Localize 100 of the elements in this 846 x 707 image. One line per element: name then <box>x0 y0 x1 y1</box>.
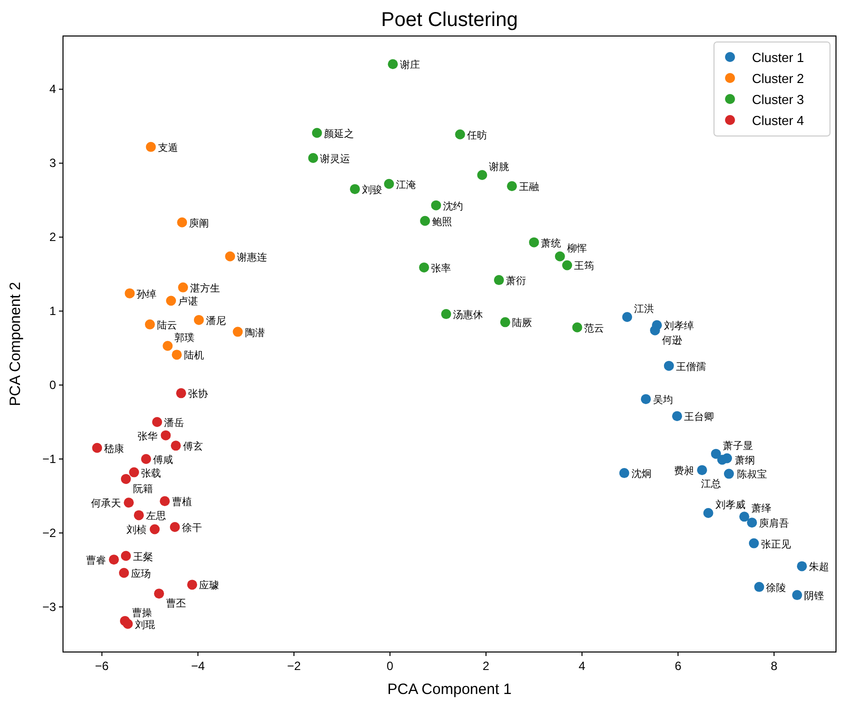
point <box>141 454 152 464</box>
point <box>187 580 198 590</box>
annotation: 刘孝绰 <box>664 320 694 332</box>
annotation: 阴铿 <box>804 591 824 602</box>
annotation: 郭璞 <box>174 332 195 344</box>
annotation: 萧衍 <box>506 275 526 288</box>
annotation: 吴均 <box>652 394 673 406</box>
x-tick-label: 0 <box>386 659 394 673</box>
annotation: 应玚 <box>130 568 151 580</box>
annotation: 刘桢 <box>126 524 147 536</box>
annotation: 潘岳 <box>164 417 184 430</box>
x-tick-label: 8 <box>770 659 778 673</box>
x-tick-label: 6 <box>674 659 682 673</box>
annotation: 庾阐 <box>189 217 210 230</box>
annotation: 王粲 <box>132 550 153 563</box>
legend-label: Cluster 4 <box>752 113 804 128</box>
point <box>170 440 181 451</box>
annotation: 阮籍 <box>132 482 153 495</box>
point <box>619 468 630 478</box>
point <box>120 474 131 484</box>
annotation: 陶潜 <box>244 326 265 339</box>
y-tick-label: 0 <box>49 378 56 392</box>
point <box>748 538 759 548</box>
legend-label: Cluster 3 <box>752 92 804 107</box>
x-tick-label: 4 <box>578 659 586 673</box>
point <box>160 430 171 440</box>
point <box>572 322 582 332</box>
annotation: 陆机 <box>184 350 204 362</box>
point <box>697 465 708 476</box>
point <box>225 251 236 262</box>
annotation: 谢庄 <box>400 59 420 72</box>
point <box>792 590 802 600</box>
point <box>124 288 135 298</box>
annotation: 沈约 <box>443 200 464 212</box>
annotation: 傅玄 <box>182 440 203 453</box>
y-tick-label: 4 <box>49 82 56 96</box>
annotation: 费昶 <box>674 465 694 478</box>
point <box>703 508 714 518</box>
point <box>500 317 510 328</box>
annotation: 王僧孺 <box>676 360 706 373</box>
point <box>178 282 188 292</box>
point <box>160 496 170 506</box>
annotation: 孙绰 <box>136 288 157 300</box>
point <box>562 260 572 270</box>
point <box>129 467 140 478</box>
point <box>672 411 682 422</box>
point <box>506 181 517 192</box>
annotation: 庾肩吾 <box>758 518 789 530</box>
point <box>796 561 807 572</box>
annotation: 谢惠连 <box>237 251 268 264</box>
y-tick-label: −1 <box>42 452 56 466</box>
x-axis-title: PCA Component 1 <box>387 681 512 698</box>
legend-label: Cluster 2 <box>752 71 804 86</box>
point <box>166 296 176 306</box>
annotation: 傅咸 <box>153 454 174 466</box>
point <box>172 350 182 360</box>
annotation: 谢灵运 <box>320 153 350 166</box>
annotation: 江洪 <box>634 303 654 316</box>
y-tick-label: 2 <box>49 230 56 244</box>
annotation: 张率 <box>431 262 452 274</box>
point <box>441 309 452 320</box>
point <box>622 312 632 322</box>
annotation: 柳恽 <box>566 242 587 254</box>
annotation: 张载 <box>141 467 162 480</box>
point <box>529 237 539 248</box>
point <box>640 394 651 404</box>
point <box>420 216 430 226</box>
annotation: 陆云 <box>156 319 177 332</box>
annotation: 颜延之 <box>324 128 354 140</box>
annotation: 徐陵 <box>766 582 786 594</box>
annotation: 湛方生 <box>190 282 220 294</box>
annotation: 曹睿 <box>86 554 106 567</box>
point <box>384 178 394 189</box>
annotation: 嵇康 <box>104 442 124 455</box>
annotation: 何承天 <box>90 498 121 510</box>
point <box>350 184 360 194</box>
point <box>150 524 160 534</box>
chart-title: Poet Clustering <box>381 9 518 31</box>
y-tick-label: 1 <box>49 304 56 318</box>
annotation: 卢谌 <box>178 296 198 308</box>
point <box>388 59 398 70</box>
point <box>722 453 732 464</box>
point <box>152 417 162 428</box>
point <box>176 388 186 398</box>
annotation: 王融 <box>518 181 539 194</box>
point <box>419 262 430 272</box>
point <box>170 522 180 532</box>
annotation: 潘尼 <box>206 314 226 327</box>
point <box>724 468 734 479</box>
annotation: 谢朓 <box>489 161 510 174</box>
annotation: 陈叔宝 <box>737 468 768 480</box>
y-tick-label: 3 <box>49 156 56 170</box>
annotation: 鲍照 <box>432 216 452 228</box>
y-axis-title: PCA Component 2 <box>7 282 24 406</box>
point <box>134 510 144 520</box>
legend-label: Cluster 1 <box>752 50 804 65</box>
annotation: 支遁 <box>158 142 178 154</box>
annotation: 沈炯 <box>631 468 652 480</box>
point <box>650 325 660 336</box>
annotation: 刘骏 <box>362 184 382 196</box>
